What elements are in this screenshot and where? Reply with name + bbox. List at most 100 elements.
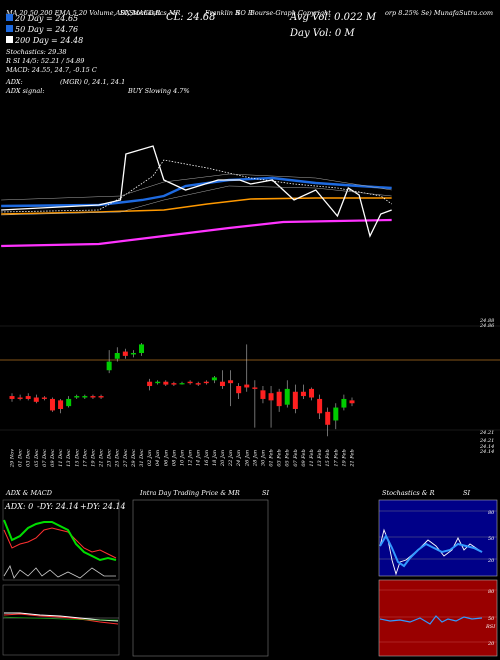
x-label-34: 05 Feb — [285, 449, 291, 466]
stochastics-panel — [378, 499, 498, 577]
candle-36 — [300, 384, 306, 399]
price-label-3: 24.21 — [479, 438, 494, 444]
price-label-2: 24.21 — [479, 430, 494, 436]
candle-13 — [114, 347, 120, 362]
envelope-lower — [1, 185, 392, 216]
candle-38 — [317, 394, 323, 420]
rsi-label: RSI — [485, 624, 496, 630]
candle-body-29 — [244, 384, 250, 388]
candle-body-10 — [90, 396, 96, 398]
adx-green-line — [3, 519, 117, 562]
candle-28 — [236, 383, 242, 399]
candle-body-19 — [163, 381, 169, 385]
x-label-13: 25 Dec — [115, 449, 121, 468]
candle-body-1 — [17, 397, 23, 399]
candle-body-14 — [122, 351, 128, 356]
adx-red-line — [3, 527, 117, 559]
price-line — [1, 145, 392, 238]
x-label-19: 06 Jan — [163, 450, 169, 466]
candle-18 — [155, 380, 161, 385]
candle-body-21 — [179, 383, 185, 385]
candle-35 — [292, 384, 298, 414]
x-label-31: 30 Jan — [260, 450, 266, 466]
close-price: CL: 24.68 — [166, 12, 215, 23]
x-label-1: 01 Dec — [18, 449, 24, 467]
adx-label: ADX: — [5, 78, 23, 86]
x-label-2: 03 Dec — [26, 449, 32, 467]
x-label-29: 26 Jan — [244, 450, 250, 467]
candle-3 — [33, 394, 39, 404]
stoch-tick-50: 50 — [488, 536, 495, 542]
legend-swatch-ma200 — [6, 36, 13, 43]
stochastics-value: Stochastics: 29.38 — [6, 48, 67, 56]
x-label-41: 19 Feb — [341, 449, 347, 466]
copyright: Bourse-Graph Copyright — [249, 9, 331, 17]
envelope-upper — [1, 173, 392, 201]
candle-5 — [49, 397, 55, 412]
candle-32 — [268, 386, 274, 428]
candle-20 — [171, 381, 177, 387]
candle-body-24 — [203, 381, 209, 384]
x-label-30: 28 Jan — [252, 450, 258, 467]
intra-panel-si: SI — [262, 489, 269, 497]
x-label-21: 10 Jan — [180, 450, 186, 466]
candle-body-42 — [349, 400, 355, 404]
stoch-panel-title: Stochastics & R — [382, 489, 435, 497]
legend-swatch-ma20 — [6, 14, 13, 21]
candle-8 — [74, 394, 80, 399]
candle-0 — [9, 393, 15, 402]
candle-body-41 — [341, 398, 347, 408]
candle-body-9 — [82, 396, 88, 398]
candle-body-36 — [300, 391, 306, 397]
candle-39 — [325, 407, 331, 437]
candle-4 — [41, 396, 47, 401]
x-label-28: 24 Jan — [236, 450, 242, 467]
candle-body-18 — [155, 381, 161, 384]
candle-31 — [260, 386, 266, 404]
candle-11 — [98, 394, 104, 399]
candle-body-20 — [171, 383, 177, 385]
candle-7 — [66, 396, 72, 408]
candle-body-27 — [228, 380, 234, 384]
x-label-24: 16 Jan — [204, 450, 210, 466]
symbol-label: SO R — [236, 9, 253, 17]
dy-pos-value: +DY: 24.14 — [80, 502, 126, 511]
candle-17 — [147, 378, 153, 391]
description: orp 8.25% Se) MunafaSutra.com — [385, 9, 493, 17]
candle-16 — [139, 342, 145, 356]
x-label-3: 05 Dec — [34, 449, 40, 467]
intra-panel-title: Intra Day Trading Price & MR — [139, 489, 240, 497]
candle-body-35 — [292, 391, 298, 409]
ema-line — [1, 218, 392, 248]
adx-white-line — [3, 565, 116, 579]
candle-body-34 — [284, 388, 290, 405]
legend-ma50: 50 Day = 24.76 — [15, 25, 78, 34]
candle-body-12 — [106, 361, 112, 371]
stoch-panel-si: SI — [463, 489, 470, 497]
x-label-12: 23 Dec — [107, 449, 113, 468]
price-label-4: 24.14 — [479, 444, 494, 450]
candle-body-23 — [195, 383, 201, 385]
candle-body-6 — [58, 400, 64, 409]
macd-value: MACD: 24.55, 24.7, -0.15 C — [5, 66, 97, 74]
x-label-9: 17 Dec — [82, 449, 88, 467]
adx-signal-label: ADX signal: — [5, 87, 45, 95]
x-label-42: 21 Feb — [350, 449, 356, 467]
candle-body-39 — [325, 411, 331, 425]
x-label-16: 31 Dec — [139, 449, 145, 467]
candle-body-13 — [114, 353, 120, 359]
x-label-7: 13 Dec — [66, 449, 72, 467]
stoch-blue-line — [379, 533, 483, 568]
macd-line — [3, 613, 119, 625]
x-label-15: 29 Dec — [131, 449, 137, 468]
x-label-10: 19 Dec — [90, 449, 96, 467]
legend-ma200: 200 Day = 24.48 — [14, 36, 83, 45]
candle-21 — [179, 381, 185, 385]
price-label-0: 24.88 — [479, 318, 494, 324]
candle-body-31 — [260, 390, 266, 399]
x-label-23: 14 Jan — [196, 450, 202, 466]
x-label-22: 12 Jan — [188, 450, 194, 466]
candle-14 — [122, 348, 128, 359]
candle-body-2 — [25, 396, 31, 399]
